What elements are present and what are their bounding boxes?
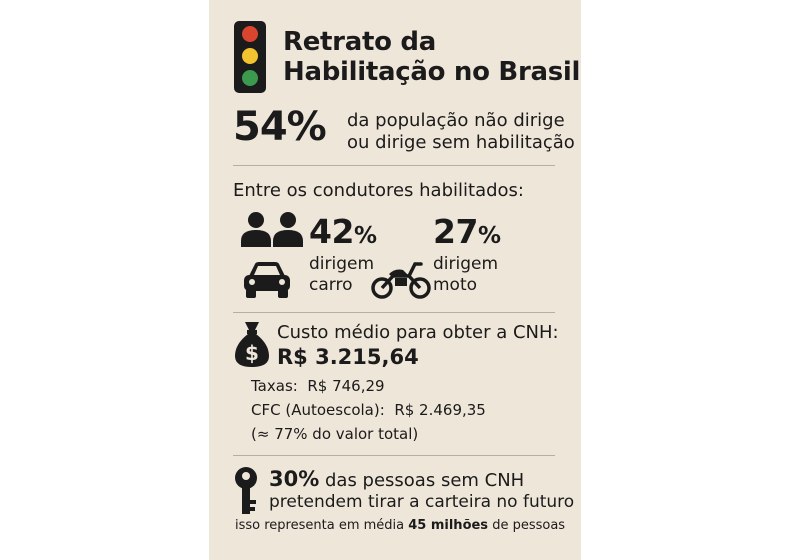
title-line-1: Retrato da: [283, 27, 436, 57]
future-line-1: 30% das pessoas sem CNH: [269, 467, 525, 491]
population-text-line-1: da população não dirige: [347, 110, 565, 131]
cost-total: R$ 3.215,64: [277, 345, 419, 369]
infographic-card: Retrato da Habilitação no Brasil 54% da …: [209, 0, 581, 560]
future-footer: isso representa em média 45 milhões de p…: [235, 518, 566, 533]
divider: [233, 312, 555, 313]
moto-label-line-2: moto: [433, 275, 478, 295]
car-label-line-1: dirigem: [309, 254, 375, 274]
divider: [233, 455, 555, 456]
population-percent: 54%: [233, 104, 327, 150]
title-line-2: Habilitação no Brasil: [283, 57, 581, 87]
motorcycle-icon: [371, 262, 431, 299]
svg-text:$: $: [245, 341, 259, 365]
licensed-heading: Entre os condutores habilitados:: [233, 180, 524, 201]
cost-cfc: CFC (Autoescola): R$ 2.469,35: [251, 401, 486, 419]
cost-fees: Taxas: R$ 746,29: [251, 377, 385, 395]
people-icon: [241, 212, 303, 247]
key-icon: [235, 467, 257, 514]
moto-percent: 27%: [433, 212, 501, 251]
divider: [233, 165, 555, 166]
cost-heading: Custo médio para obter a CNH:: [277, 322, 559, 343]
cost-note: (≈ 77% do valor total): [251, 425, 419, 443]
car-icon: [244, 262, 290, 298]
car-label-line-2: carro: [309, 275, 353, 295]
car-percent: 42%: [309, 212, 377, 251]
population-text-line-2: ou dirige sem habilitação: [347, 132, 575, 153]
future-line-2: pretendem tirar a carteira no futuro: [269, 492, 575, 512]
traffic-light-icon: [234, 21, 266, 93]
moto-label-line-1: dirigem: [433, 254, 499, 274]
money-bag-icon: $: [235, 322, 269, 367]
